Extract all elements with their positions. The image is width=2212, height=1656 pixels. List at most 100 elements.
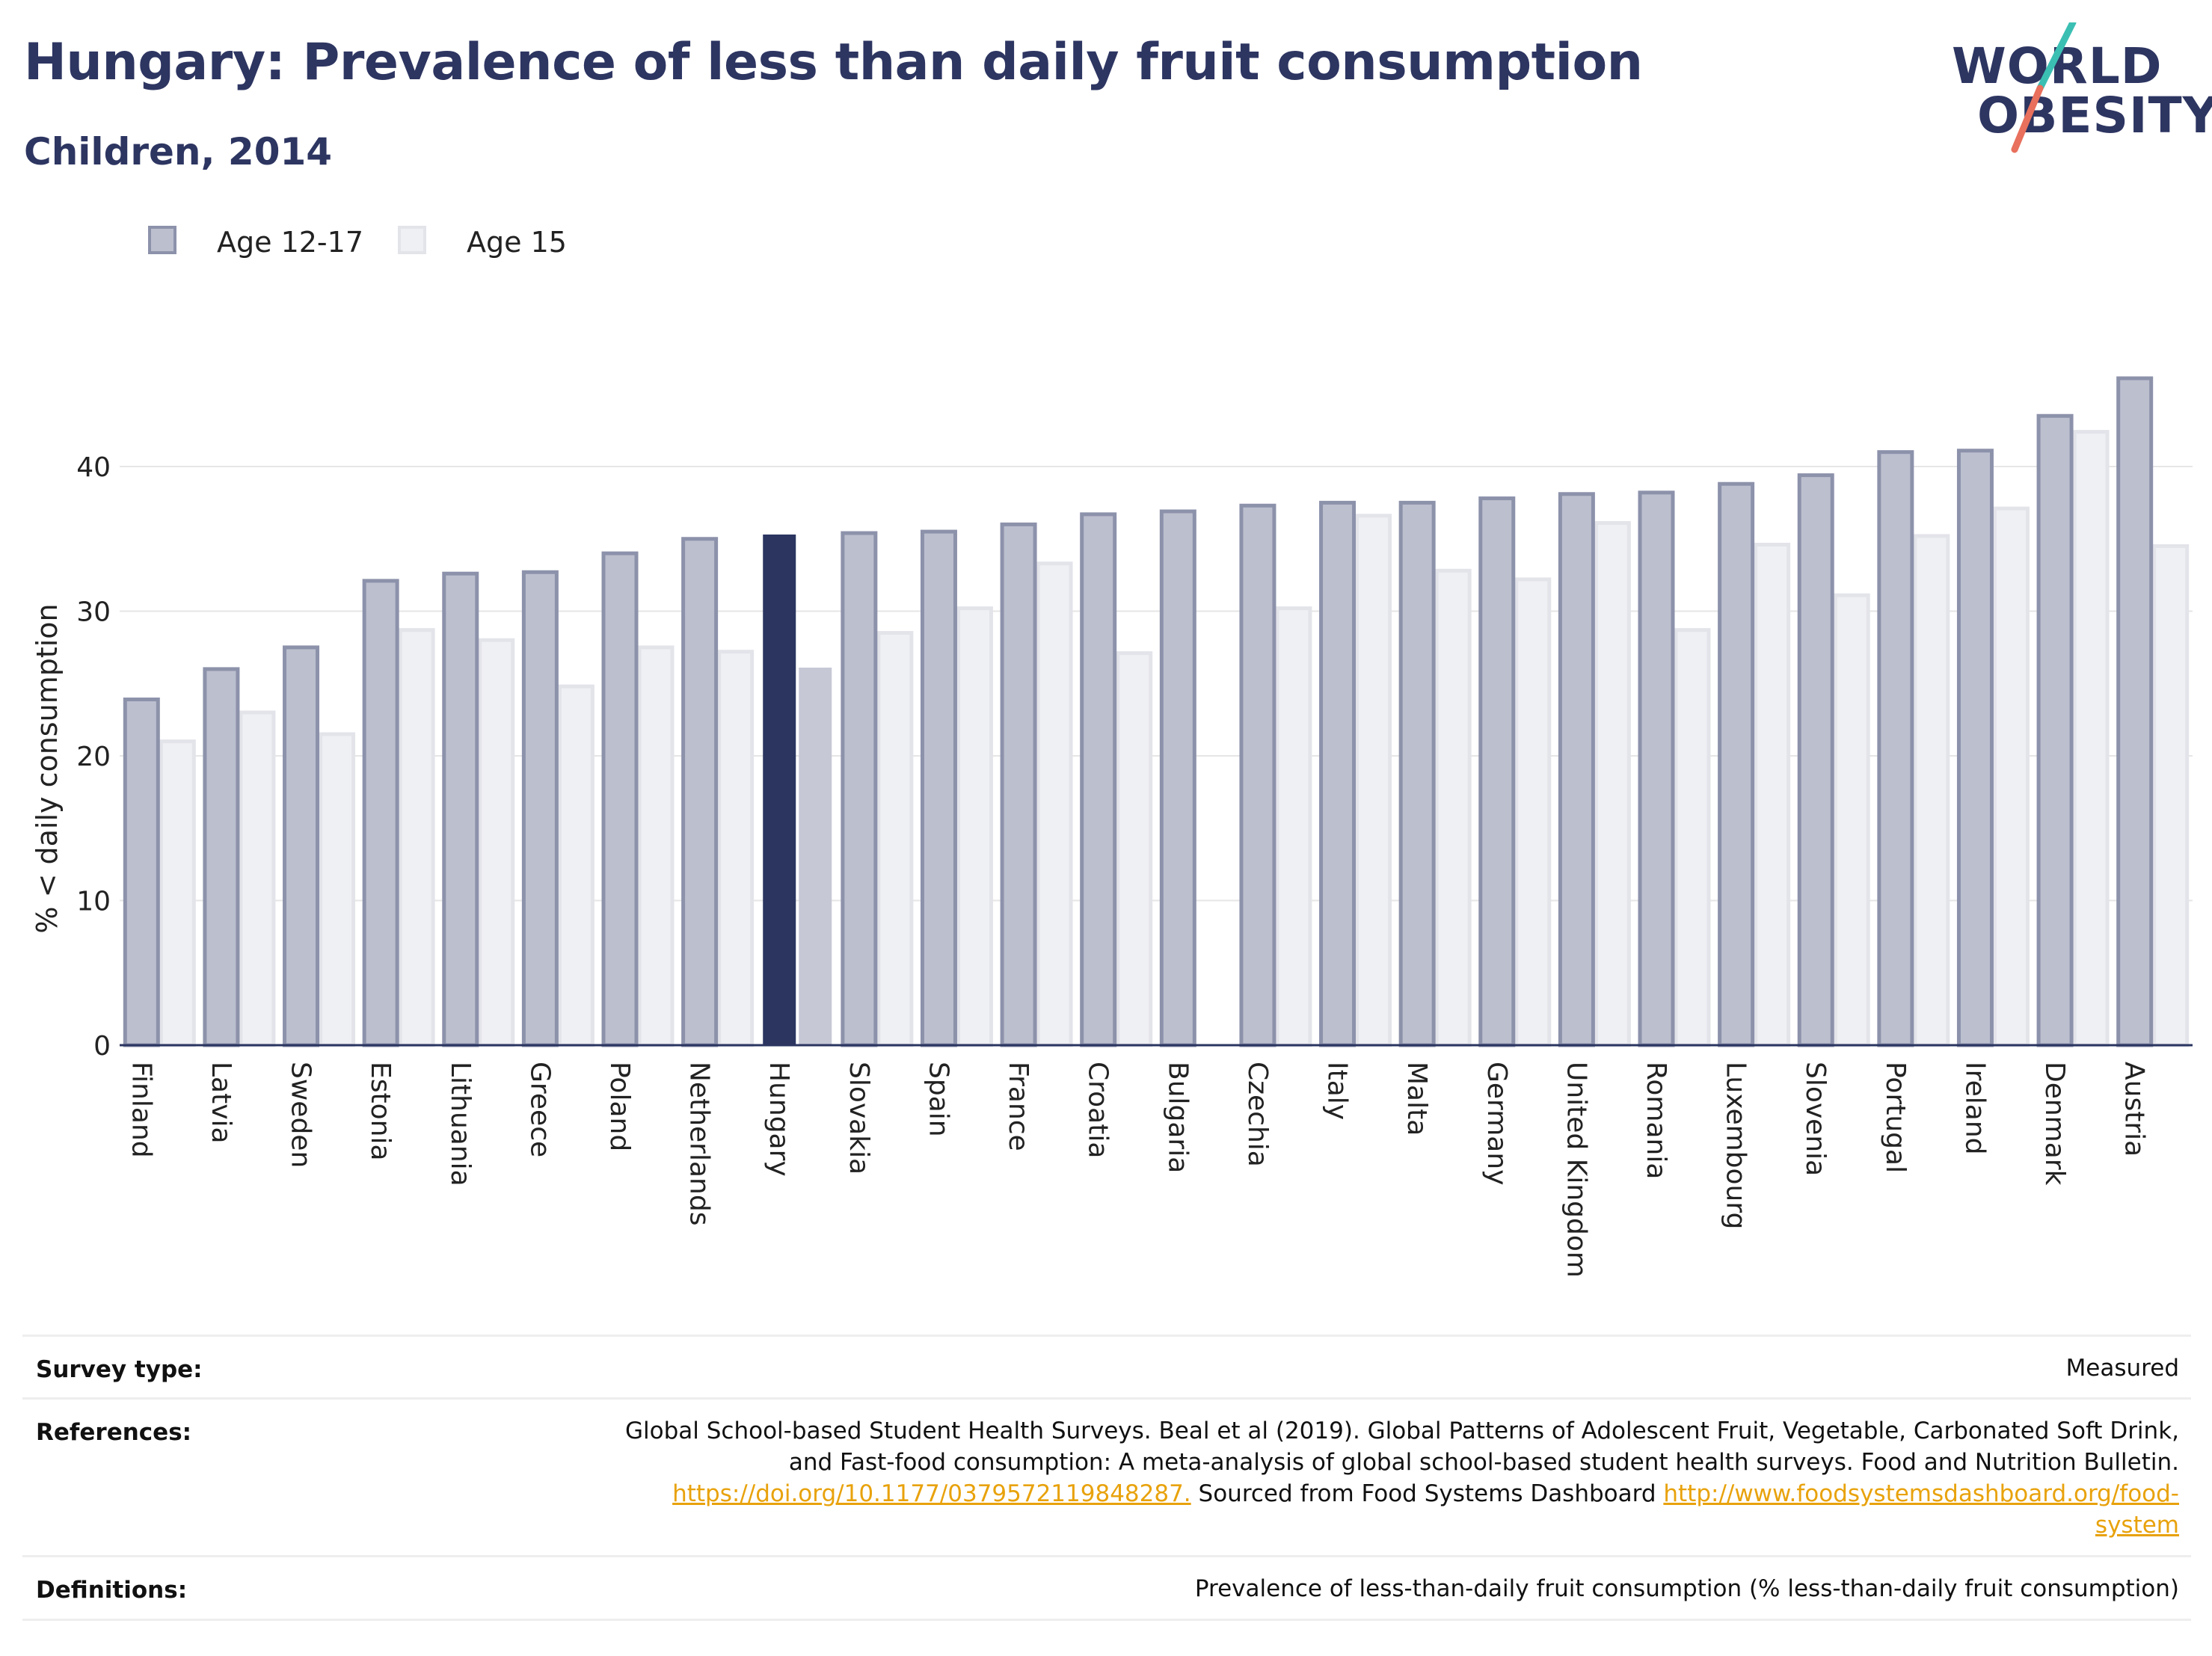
- bar-age-15: [1036, 561, 1073, 1047]
- bar-age-12-17: [601, 551, 639, 1047]
- bar-age-12-17: [1319, 500, 1357, 1047]
- chart-subtitle: Children, 2014: [24, 130, 333, 173]
- bar-age-12-17: [1159, 509, 1196, 1047]
- bar-age-12-17: [1000, 522, 1037, 1047]
- bar-age-15: [717, 650, 755, 1047]
- bar-age-12-17: [123, 698, 160, 1047]
- survey-type-row: Survey type: Measured: [22, 1335, 2191, 1398]
- bar-age-15: [956, 606, 993, 1047]
- bar-age-12-17: [2036, 413, 2074, 1047]
- bar-chart: 0 10 20 30 40 % < daily consumption Finland Lat…: [31, 376, 2193, 1278]
- bar-age-15: [1275, 606, 1312, 1047]
- bar-age-12-17: [681, 537, 719, 1047]
- bar-age-15: [2152, 544, 2190, 1047]
- logo-text-obesity: OBESITY: [1977, 87, 2212, 144]
- x-tick-label: Hungary: [764, 1062, 794, 1177]
- bar-age-15: [159, 739, 196, 1047]
- bar-age-15: [1116, 651, 1153, 1047]
- bar-age-15: [2072, 430, 2110, 1047]
- x-tick-label: Ireland: [1959, 1062, 1990, 1155]
- bar-age-12-17: [362, 579, 399, 1047]
- x-tick-label: Netherlands: [684, 1062, 715, 1225]
- food-systems-link[interactable]: http://www.foodsystemsdashboard.org/food…: [1663, 1480, 2179, 1507]
- survey-type-value: Measured: [2065, 1355, 2179, 1382]
- bar-age-15: [1913, 534, 1950, 1047]
- x-tick-label: Denmark: [2039, 1062, 2070, 1186]
- references-line-3: https://doi.org/10.1177/0379572119848287…: [625, 1478, 2179, 1509]
- bar-age-12-17: [763, 534, 796, 1045]
- bar-age-15: [1674, 628, 1711, 1047]
- bar-age-12-17: [2116, 376, 2154, 1047]
- world-obesity-logo: WORLD OBESITY: [1952, 22, 2212, 157]
- bar-age-15: [319, 732, 356, 1047]
- references-value: Global School-based Student Health Surve…: [625, 1415, 2179, 1541]
- logo-slash-icon: [2011, 22, 2077, 153]
- x-tick-label: Italy: [1322, 1062, 1353, 1120]
- legend-label: Age 12-17: [217, 226, 363, 259]
- bar-age-12-17: [1638, 490, 1675, 1047]
- y-tick-label: 10: [76, 887, 111, 917]
- x-tick-label: United Kingdom: [1561, 1062, 1591, 1278]
- x-tick-label: Greece: [524, 1062, 555, 1157]
- bar-age-12-17: [1080, 512, 1117, 1047]
- bar-age-15: [1434, 568, 1472, 1047]
- legend-swatch-age-15: [398, 226, 426, 254]
- bar-age-12-17: [1398, 500, 1436, 1047]
- x-tick-label: Bulgaria: [1162, 1062, 1193, 1173]
- food-systems-link-cont[interactable]: system: [2095, 1512, 2179, 1539]
- bar-age-15: [637, 645, 675, 1047]
- x-tick-label: Sweden: [286, 1062, 316, 1168]
- bar-age-12-17: [442, 571, 479, 1047]
- references-line-1: Global School-based Student Health Surve…: [625, 1418, 2179, 1444]
- survey-type-label: Survey type:: [36, 1356, 203, 1383]
- x-tick-label: Latvia: [206, 1062, 236, 1144]
- bar-age-15: [239, 710, 276, 1047]
- x-tick-label: Slovenia: [1800, 1062, 1831, 1176]
- x-tick-label: Finland: [126, 1062, 156, 1158]
- bar-age-12-17: [841, 531, 878, 1047]
- bar-age-15: [1514, 577, 1552, 1047]
- references-line-2: and Fast-food consumption: A meta-analys…: [788, 1449, 2179, 1476]
- x-tick-label: Lithuania: [445, 1062, 476, 1186]
- bar-age-12-17: [1956, 449, 1994, 1047]
- x-tick-label: Czechia: [1242, 1062, 1273, 1167]
- x-tick-label: Luxembourg: [1721, 1062, 1751, 1229]
- bar-age-15: [876, 631, 914, 1047]
- x-tick-label: Croatia: [1083, 1062, 1113, 1158]
- y-axis-label: % < daily consumption: [31, 603, 64, 933]
- bar-age-15: [1992, 506, 2030, 1047]
- x-tick-label: Romania: [1641, 1062, 1671, 1179]
- y-tick-label: 0: [93, 1031, 111, 1062]
- bar-age-15: [1355, 514, 1392, 1047]
- definitions-row: Definitions: Prevalence of less-than-dai…: [22, 1555, 2191, 1621]
- x-tick-label: Malta: [1401, 1062, 1432, 1136]
- bar-age-12-17: [1718, 481, 1755, 1047]
- bar-age-12-17: [1239, 503, 1276, 1047]
- x-tick-label: Estonia: [365, 1062, 396, 1161]
- bar-age-12-17: [521, 570, 559, 1047]
- definitions-label: Definitions:: [36, 1577, 188, 1604]
- references-sourced-text: Sourced from Food Systems Dashboard: [1191, 1480, 1664, 1507]
- legend-label: Age 15: [467, 226, 567, 259]
- bar-age-15: [478, 638, 515, 1047]
- bar-age-15: [1833, 593, 1870, 1047]
- y-tick-label: 20: [76, 742, 111, 772]
- references-line-4: system: [625, 1509, 2179, 1541]
- bar-age-12-17: [1797, 473, 1834, 1047]
- logo-text-world: WORLD: [1952, 37, 2163, 95]
- y-tick-label: 30: [76, 597, 111, 628]
- bar-age-15: [398, 628, 435, 1047]
- bar-age-15: [799, 667, 832, 1045]
- references-row: References: Global School-based Student …: [22, 1397, 2191, 1545]
- bar-age-15: [1594, 520, 1631, 1047]
- x-tick-label: Austria: [2119, 1062, 2150, 1157]
- bar-age-12-17: [1478, 496, 1516, 1047]
- x-tick-label: Slovakia: [844, 1062, 874, 1175]
- references-label: References:: [36, 1419, 192, 1446]
- x-tick-label: Germany: [1481, 1062, 1512, 1185]
- doi-link[interactable]: https://doi.org/10.1177/0379572119848287…: [672, 1480, 1191, 1507]
- bar-age-12-17: [1558, 492, 1595, 1047]
- bar-age-12-17: [920, 529, 957, 1047]
- bar-age-15: [1754, 542, 1791, 1047]
- bar-age-12-17: [203, 667, 240, 1047]
